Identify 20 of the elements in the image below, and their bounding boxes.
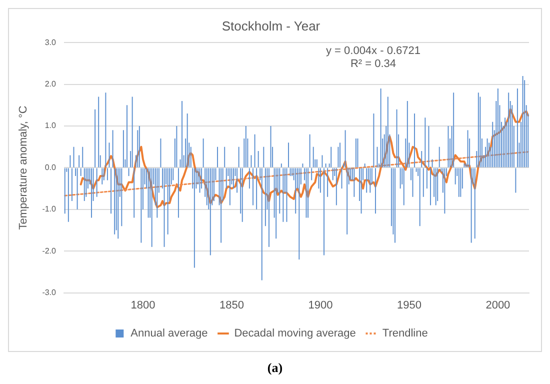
- y-tick-label: 2.0: [44, 80, 57, 89]
- text: (a): [266, 360, 284, 376]
- y-tick-label: 1.0: [44, 121, 57, 130]
- x-tick-label: 2000: [486, 299, 510, 312]
- x-tick-label: 1850: [219, 299, 244, 312]
- x-tick-label: 1900: [308, 299, 333, 312]
- y-axis-title: Temperature anomaly, °C: [18, 106, 30, 230]
- y-tick-label: -1.0: [42, 204, 57, 214]
- y-tick-label: -3.0: [42, 288, 57, 298]
- y-tick-label: 0.0: [44, 162, 57, 172]
- legend-label: Decadal moving average: [234, 328, 356, 340]
- legend-label: Trendline: [382, 328, 428, 340]
- annotation: R² = 0.34: [350, 58, 396, 70]
- y-tick-label: 3.0: [44, 38, 57, 47]
- chart-title: Stockholm - Year: [222, 18, 321, 34]
- legend-label: Annual average: [130, 328, 208, 340]
- y-tick-label: -2.0: [42, 246, 57, 256]
- x-tick-label: 1800: [130, 299, 156, 312]
- x-tick-label: 1950: [396, 299, 422, 312]
- annotation: y = 0.004x - 0.6721: [326, 45, 420, 58]
